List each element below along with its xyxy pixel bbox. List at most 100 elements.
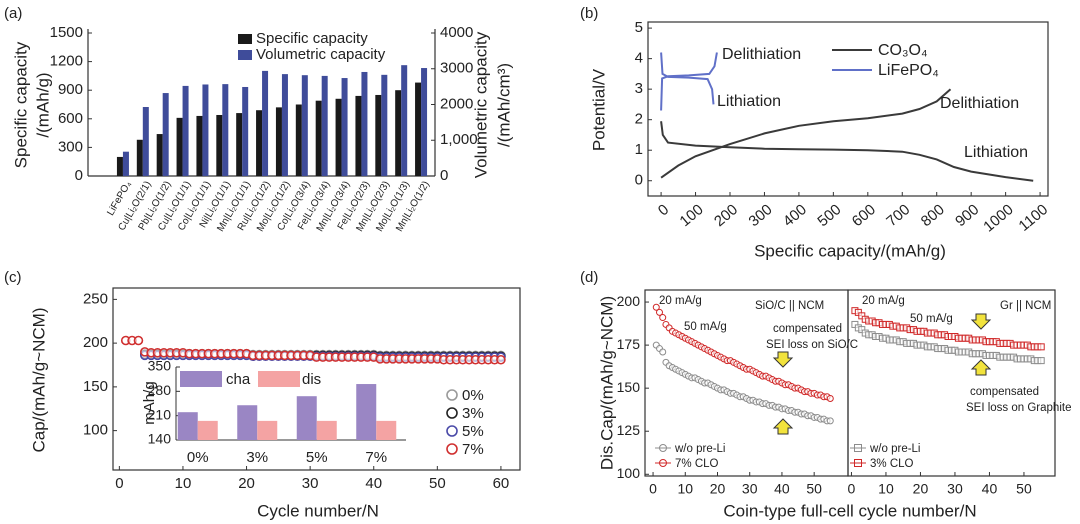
axis-label: Specific capacity/(mAh/g) (754, 241, 946, 260)
bar (296, 396, 317, 440)
y-tick-label: 0 (75, 167, 83, 184)
annotation: 20 mA/g (659, 295, 702, 307)
axis-label: Volumetric capacity (471, 31, 490, 178)
legend-swatch (238, 34, 252, 44)
y2-tick-label: 4000 (440, 24, 473, 41)
legend-label: 7% CLO (675, 458, 719, 470)
bar (177, 412, 198, 440)
hint-arrows (772, 313, 992, 435)
panel-label: (d) (580, 269, 598, 286)
bar (257, 420, 278, 440)
bar (136, 139, 143, 176)
x-tick-label: 10 (677, 481, 693, 497)
legend-label: 3% (462, 405, 484, 422)
x-tick-label: 60 (493, 475, 510, 492)
annotation: compensated (773, 323, 842, 335)
bar (197, 420, 218, 440)
annotation: 50 mA/g (684, 321, 727, 333)
x-tick-label: 20 (238, 475, 255, 492)
y-tick-label: 900 (58, 81, 83, 98)
bar (176, 117, 183, 176)
annotation: SiO/C || NCM (755, 300, 824, 312)
axis-label: Potential/V (589, 68, 608, 151)
x-tick-label: 20 (913, 481, 929, 497)
legend-label: 0% (462, 387, 484, 404)
plot-frame (112, 287, 521, 471)
arrow-up (970, 359, 992, 376)
marker (1037, 357, 1045, 365)
y-tick-label: 150 (83, 378, 108, 395)
annotation: SEI loss on SiO/C (766, 339, 858, 351)
x-category-label: 5% (306, 449, 328, 466)
annotation: 20 mA/g (862, 295, 905, 307)
y2-tick-label: 0 (440, 167, 448, 184)
bar (376, 420, 397, 440)
y-tick-label: 200 (83, 334, 108, 351)
y-tick-label: 100 (617, 465, 641, 481)
y2-tick-label: 3000 (440, 60, 473, 77)
x-tick-label: 30 (302, 475, 319, 492)
axis-label: Specific capacity (11, 41, 30, 168)
x-tick-label: 40 (982, 481, 998, 497)
y-tick-label: 280 (148, 382, 172, 398)
marker (652, 303, 660, 311)
legend-label: dis (302, 371, 321, 388)
legend-label: CO₃O₄ (878, 42, 928, 59)
y-tick-label: 1500 (50, 24, 83, 41)
plot-frame (647, 21, 1049, 197)
y-tick-label: 200 (617, 293, 641, 309)
x-tick-label: 0 (848, 481, 856, 497)
bar (395, 90, 402, 176)
line (660, 52, 718, 111)
bar (335, 98, 342, 176)
arrow-up (772, 418, 794, 435)
bar (182, 85, 189, 176)
bar (316, 420, 337, 440)
legend-label: Volumetric capacity (256, 46, 386, 63)
bar (321, 75, 328, 176)
annotation: Delithiation (940, 95, 1019, 112)
axis-label: Cap/(mAh/g~NCM) (29, 307, 48, 452)
y-tick-label: 5 (635, 19, 643, 36)
y2-tick-label: 2000 (440, 95, 473, 112)
x-tick-label: 50 (1016, 481, 1032, 497)
legend-label: Specific capacity (256, 30, 368, 47)
y-tick-label: 350 (148, 358, 172, 374)
legend-label: 5% (462, 423, 484, 440)
panel-label: (c) (4, 269, 22, 286)
legend-swatch (446, 425, 458, 437)
bar (301, 75, 308, 176)
bar (162, 93, 169, 176)
bar (281, 74, 288, 176)
x-category-label: 7% (365, 449, 387, 466)
y-tick-label: 125 (617, 422, 641, 438)
bar (295, 104, 302, 176)
annotation: Lithiation (717, 93, 781, 110)
legend-swatch (446, 443, 458, 455)
legend-label: 7% (462, 441, 484, 458)
legend-swatch (446, 389, 458, 401)
annotation: 50 mA/g (910, 313, 953, 325)
axis-label: mAh/g (141, 381, 158, 424)
bar (156, 134, 163, 176)
x-tick-label: 30 (742, 481, 758, 497)
x-tick-label: 30 (947, 481, 963, 497)
annotation: Gr || NCM (1000, 300, 1051, 312)
x-category-label: 3% (246, 449, 268, 466)
bar (122, 151, 129, 176)
bar (142, 107, 149, 176)
annotation: SEI loss on Graphite (966, 402, 1071, 414)
bar (275, 107, 282, 176)
bar (355, 95, 362, 176)
x-tick-label: 40 (774, 481, 790, 497)
marker (826, 417, 834, 425)
panel-label: (a) (4, 5, 22, 22)
y-tick-label: 175 (617, 336, 641, 352)
axis-label: /(mAh/cm³) (494, 63, 513, 147)
legend-swatch (258, 371, 300, 387)
axis-label: /(mAh/g) (33, 72, 52, 137)
bar (401, 65, 408, 176)
y-tick-label: 250 (83, 290, 108, 307)
y-tick-label: 600 (58, 110, 83, 127)
